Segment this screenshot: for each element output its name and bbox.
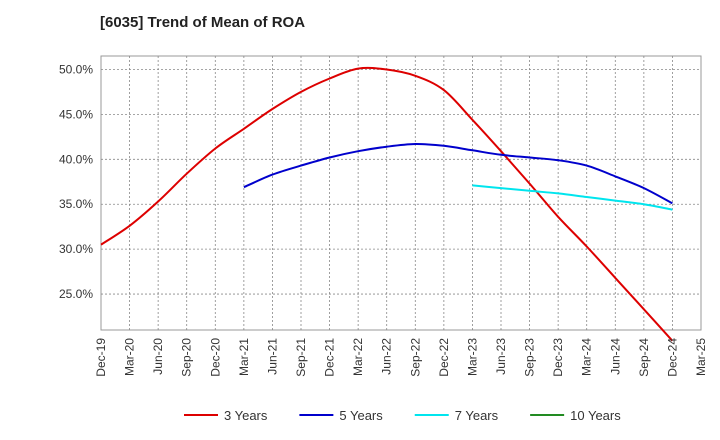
x-tick-label: Dec-22 bbox=[437, 338, 451, 377]
series-line-3-years bbox=[100, 66, 674, 342]
legend: 3 Years 5 Years 7 Years 10 Years bbox=[184, 408, 621, 423]
x-tick-label: Sep-21 bbox=[294, 338, 308, 377]
x-tick-label: Dec-21 bbox=[323, 338, 337, 377]
x-tick-label: Mar-20 bbox=[123, 338, 137, 376]
x-tick-label: Sep-22 bbox=[408, 338, 422, 377]
y-axis-tick-labels: 25.0% 30.0% 35.0% 40.0% 45.0% 50.0% bbox=[59, 62, 93, 301]
x-tick-label: Mar-25 bbox=[694, 338, 708, 376]
y-tick-label: 50.0% bbox=[59, 62, 93, 76]
x-axis-tick-labels: Dec-19 Mar-20 Jun-20 Sep-20 Dec-20 Mar-21 Jun-… bbox=[94, 338, 708, 377]
x-tick-label: Jun-22 bbox=[380, 338, 394, 375]
x-tick-label: Jun-20 bbox=[151, 338, 165, 375]
y-tick-label: 45.0% bbox=[59, 107, 93, 121]
x-tick-label: Sep-24 bbox=[637, 338, 651, 377]
x-tick-label: Jun-21 bbox=[265, 338, 279, 375]
y-tick-label: 25.0% bbox=[59, 287, 93, 301]
x-tick-label: Mar-23 bbox=[465, 338, 479, 376]
x-tick-label: Dec-23 bbox=[551, 338, 565, 377]
legend-label-10-years: 10 Years bbox=[570, 408, 621, 423]
y-tick-label: 35.0% bbox=[59, 197, 93, 211]
legend-label-7-years: 7 Years bbox=[455, 408, 499, 423]
series-layer bbox=[100, 66, 674, 342]
grid-layer bbox=[101, 56, 701, 330]
x-tick-label: Dec-19 bbox=[94, 338, 108, 377]
legend-label-3-years: 3 Years bbox=[224, 408, 268, 423]
y-tick-label: 30.0% bbox=[59, 242, 93, 256]
x-tick-label: Mar-22 bbox=[351, 338, 365, 376]
x-tick-label: Sep-23 bbox=[523, 338, 537, 377]
x-tick-label: Mar-24 bbox=[580, 338, 594, 376]
x-tick-label: Mar-21 bbox=[237, 338, 251, 376]
x-tick-label: Jun-23 bbox=[494, 338, 508, 375]
x-tick-label: Dec-20 bbox=[208, 338, 222, 377]
plot-area-frame bbox=[100, 55, 702, 331]
y-tick-label: 40.0% bbox=[59, 152, 93, 166]
series-line-5-years bbox=[243, 142, 673, 205]
chart-title: [6035] Trend of Mean of ROA bbox=[100, 14, 306, 31]
x-tick-label: Dec-24 bbox=[665, 338, 679, 377]
x-tick-label: Jun-24 bbox=[608, 338, 622, 375]
x-tick-label: Sep-20 bbox=[180, 338, 194, 377]
legend-label-5-years: 5 Years bbox=[339, 408, 383, 423]
series-line-7-years bbox=[472, 184, 673, 211]
